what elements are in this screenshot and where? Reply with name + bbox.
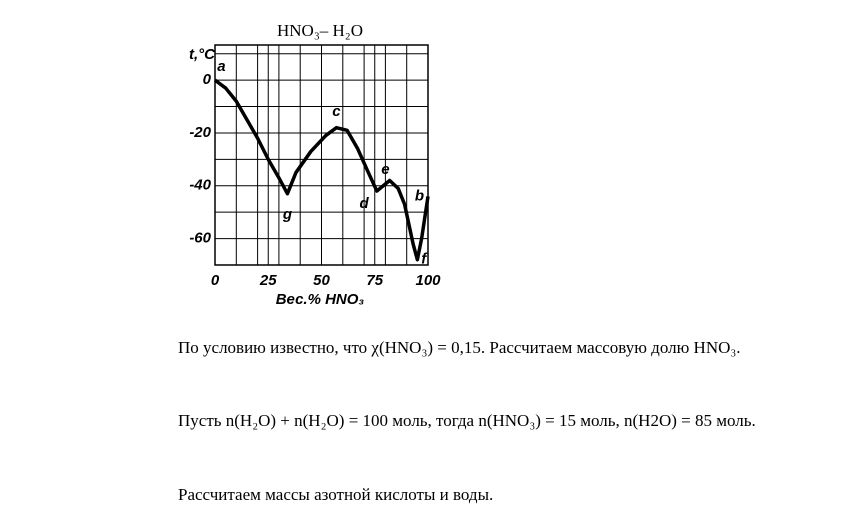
y-tick-label: 0 (203, 71, 212, 88)
point-label: f (421, 251, 428, 268)
paragraph: Рассчитаем массы азотной кислоты и воды. (178, 485, 494, 504)
point-label: c (332, 103, 341, 120)
x-axis-label: Вес.% HNO₃ (276, 291, 365, 308)
point-label: e (381, 161, 389, 178)
point-label: g (282, 206, 292, 223)
point-label: b (415, 187, 424, 204)
point-label: a (217, 58, 225, 75)
line (213, 78, 430, 262)
point-label: d (360, 195, 370, 212)
chart-title: HNO₃– H₂O (277, 21, 363, 40)
x-tick-label: 0 (211, 272, 220, 289)
y-tick-label: -20 (189, 124, 211, 141)
paragraph: Пусть n(H₂O) + n(H₂O) = 100 моль, тогда … (178, 411, 756, 430)
x-tick-label: 50 (313, 272, 330, 289)
paragraph: По условию известно, что χ(HNO₃) = 0,15.… (178, 338, 741, 357)
x-tick-label: 100 (415, 272, 441, 289)
y-tick-label: -40 (189, 177, 211, 194)
y-axis-label: t,°C (189, 46, 216, 63)
x-tick-label: 25 (259, 272, 277, 289)
chart: HNO₃– H₂O t,°C Вес.% HNO₃ 0 25 50 75 100 0 -20… (189, 21, 441, 308)
y-tick-label: -60 (189, 230, 211, 247)
x-tick-label: 75 (366, 272, 383, 289)
